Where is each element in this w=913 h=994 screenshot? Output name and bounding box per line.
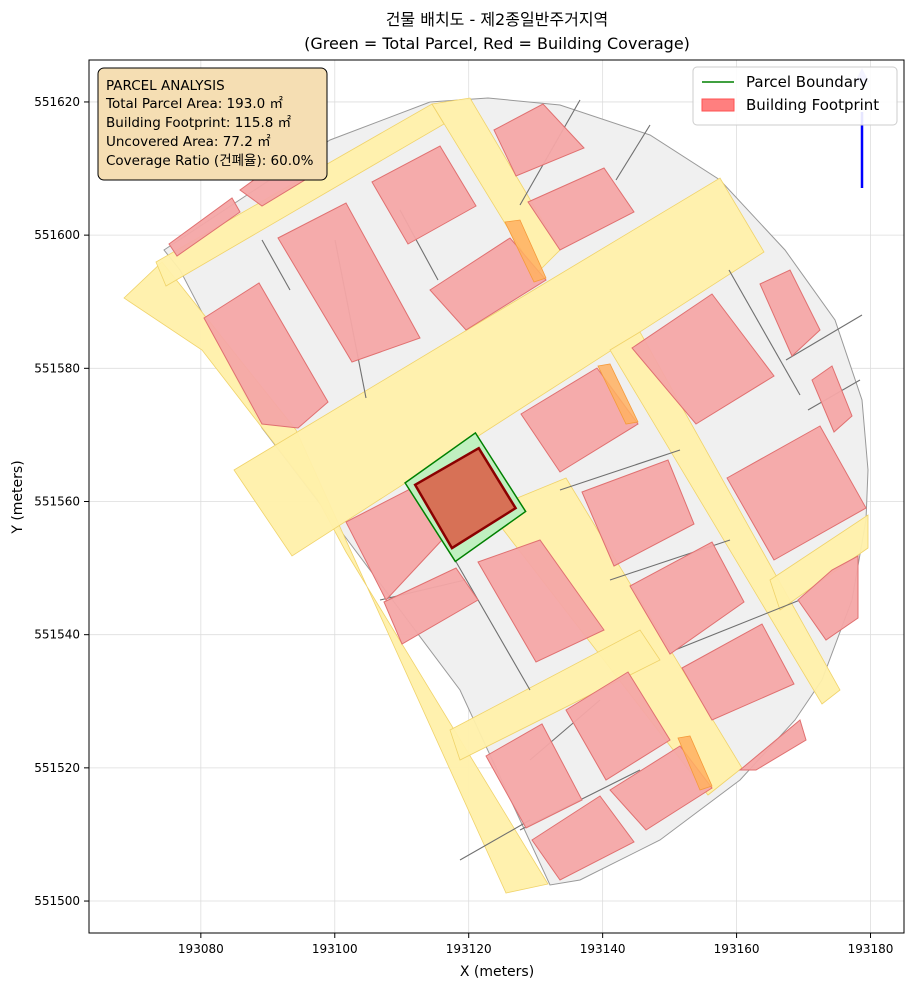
target-building-polygon bbox=[413, 446, 518, 550]
context-building bbox=[681, 623, 795, 721]
legend-label-building-footprint: Building Footprint bbox=[746, 96, 879, 114]
road-overlap bbox=[597, 363, 639, 425]
context-building bbox=[629, 541, 745, 655]
parcel-analysis-box: PARCEL ANALYSIS Total Parcel Area: 193.0… bbox=[97, 67, 328, 181]
lot-line bbox=[615, 124, 651, 181]
x-tick-label: 193080 bbox=[178, 942, 224, 956]
info-line-footprint: Building Footprint: 115.8 ㎡ bbox=[106, 115, 292, 131]
context-layer bbox=[123, 97, 869, 894]
y-tick-label: 551500 bbox=[34, 894, 80, 908]
context-building bbox=[477, 539, 605, 663]
y-tick-label: 551620 bbox=[34, 95, 80, 109]
y-tick-label: 551580 bbox=[34, 361, 80, 375]
context-building bbox=[581, 459, 695, 567]
legend-label-parcel-boundary: Parcel Boundary bbox=[746, 73, 868, 91]
context-building bbox=[631, 293, 775, 425]
context-building bbox=[738, 719, 807, 771]
x-tick-label: 193100 bbox=[312, 942, 358, 956]
info-box-title: PARCEL ANALYSIS bbox=[106, 78, 225, 94]
context-building bbox=[493, 103, 585, 177]
context-building bbox=[531, 795, 635, 881]
y-tick-label: 551560 bbox=[34, 494, 80, 508]
road-segment bbox=[769, 514, 869, 611]
context-building bbox=[609, 745, 713, 831]
x-tick-label: 193160 bbox=[714, 942, 760, 956]
tick-layer: 193080 193100 193120 193140 193160 193180 5515… bbox=[34, 95, 893, 956]
x-axis-title: X (meters) bbox=[460, 964, 534, 980]
y-tick-label: 551600 bbox=[34, 228, 80, 242]
context-building bbox=[759, 269, 821, 357]
info-line-coverage-ratio: Coverage Ratio (건폐율): 60.0% bbox=[106, 153, 314, 169]
road-overlap bbox=[677, 735, 713, 791]
context-building bbox=[726, 425, 867, 561]
y-axis-title: Y (meters) bbox=[10, 460, 26, 534]
context-building bbox=[168, 197, 241, 257]
context-building bbox=[520, 367, 639, 473]
info-line-uncovered: Uncovered Area: 77.2 ㎡ bbox=[106, 134, 271, 150]
y-tick-label: 551540 bbox=[34, 628, 80, 642]
lot-line bbox=[454, 559, 531, 691]
context-building bbox=[203, 282, 329, 429]
lot-line bbox=[728, 269, 801, 396]
lot-line bbox=[559, 449, 681, 491]
lot-line bbox=[785, 314, 863, 361]
chart-title: 건물 배치도 - 제2종일반주거지역 bbox=[386, 10, 609, 29]
target-layer bbox=[404, 431, 527, 563]
context-building bbox=[371, 145, 477, 245]
road-overlap bbox=[504, 219, 547, 283]
y-tick-label: 551520 bbox=[34, 761, 80, 775]
x-tick-label: 193120 bbox=[446, 942, 492, 956]
info-line-total-area: Total Parcel Area: 193.0 ㎡ bbox=[105, 96, 283, 112]
context-building bbox=[429, 237, 547, 331]
context-building bbox=[811, 365, 853, 433]
chart-subtitle: (Green = Total Parcel, Red = Building Co… bbox=[304, 34, 690, 53]
x-tick-label: 193140 bbox=[580, 942, 626, 956]
context-building bbox=[277, 202, 421, 363]
legend-building-patch-icon bbox=[701, 98, 735, 112]
road-segment bbox=[609, 331, 841, 705]
road-segment bbox=[233, 177, 765, 557]
lot-line bbox=[674, 599, 801, 651]
context-building bbox=[565, 671, 671, 781]
road-segment bbox=[449, 629, 661, 761]
x-tick-label: 193180 bbox=[848, 942, 894, 956]
context-building bbox=[527, 167, 635, 251]
legend: Parcel Boundary Building Footprint bbox=[692, 66, 898, 126]
lot-line bbox=[261, 239, 291, 291]
lot-line bbox=[459, 819, 531, 861]
context-building bbox=[485, 723, 583, 829]
plot-area-frame bbox=[88, 59, 905, 934]
context-building bbox=[383, 567, 479, 645]
context-building bbox=[797, 555, 859, 641]
